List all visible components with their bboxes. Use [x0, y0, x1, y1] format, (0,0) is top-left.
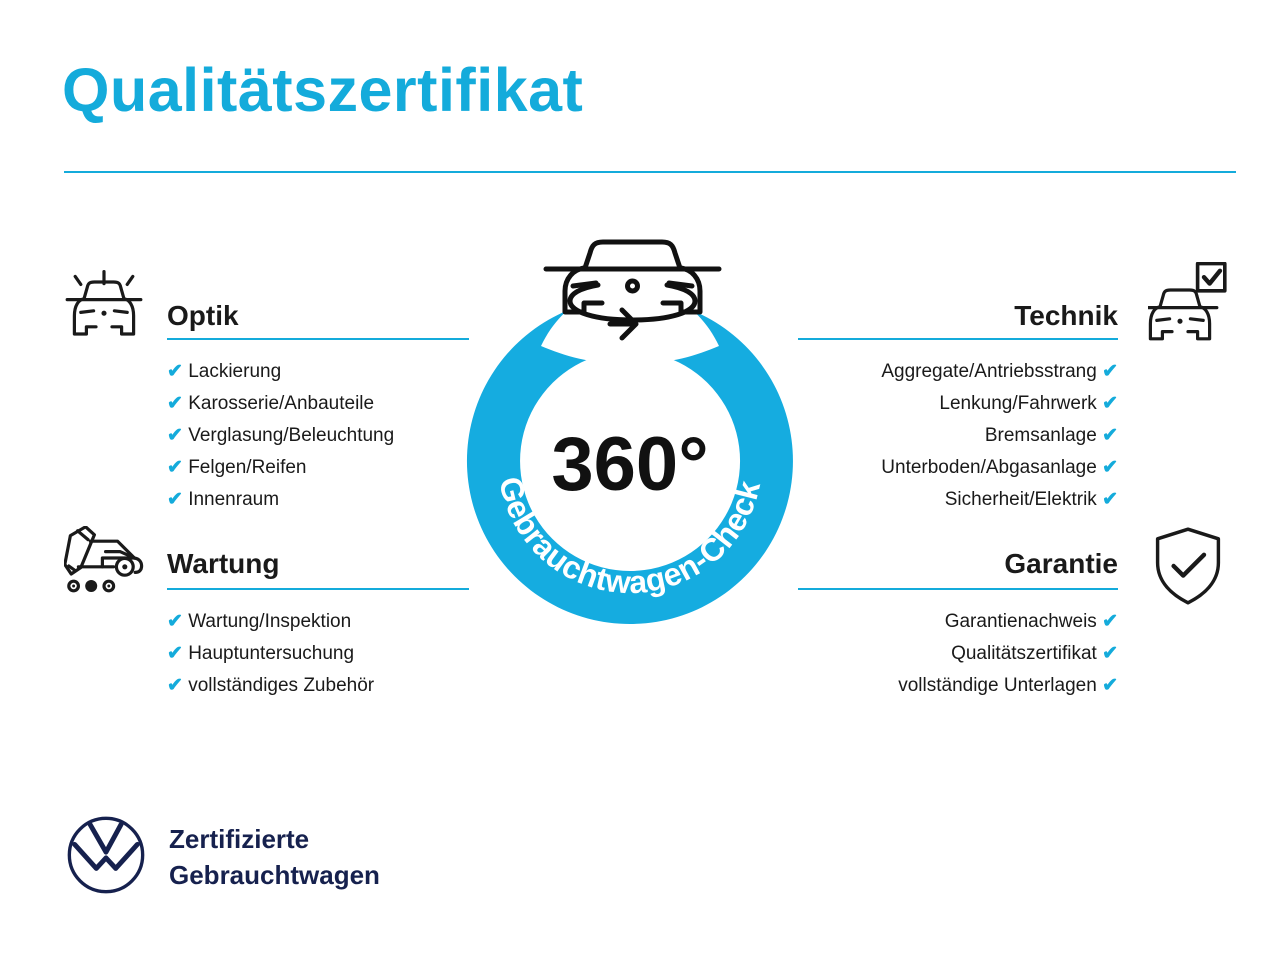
svg-text:360°: 360° [551, 422, 708, 507]
